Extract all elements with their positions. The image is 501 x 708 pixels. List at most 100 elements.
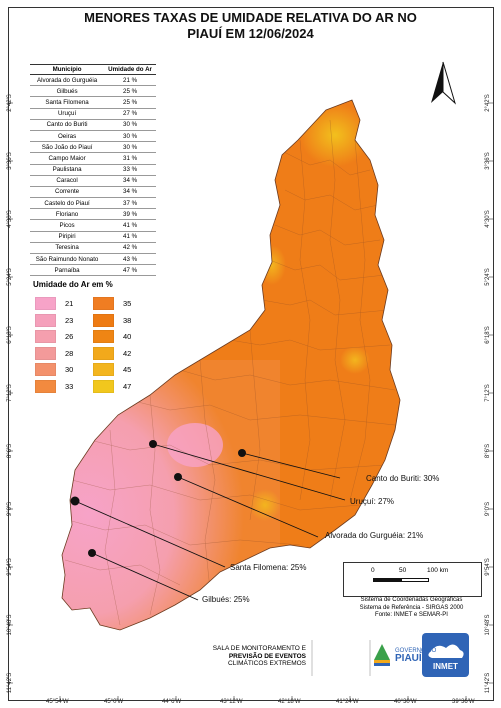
- gov-piaui-text: GOVERNO DO PIAUÍ: [395, 648, 436, 664]
- table-cell-city: Gilbués: [30, 85, 105, 98]
- legend-item: 26: [35, 330, 73, 343]
- marker-gilbues: [88, 549, 96, 557]
- latitude-label: 5°24'S: [485, 268, 491, 286]
- latitude-label: 9°54'S: [7, 558, 13, 576]
- legend-item: 23: [35, 313, 74, 327]
- latitude-label: 4°30'S: [7, 210, 13, 228]
- scale-tick-100: 100 km: [427, 567, 449, 574]
- table-cell-value: 30 %: [104, 119, 156, 131]
- table-row: Castelo do Piauí 37 %: [30, 197, 156, 210]
- table-cell-city: São Raimundo Nonato: [30, 253, 105, 266]
- coordinate-system: Sistema de Coordenadas Geográficas: [360, 597, 463, 603]
- legend-item: 38: [93, 313, 132, 327]
- table-row: Corrente 34 %: [30, 186, 156, 199]
- longitude-label: 44°6'W: [162, 699, 182, 705]
- table-cell-value: 34 %: [104, 175, 156, 187]
- table-cell-city: Floriano: [30, 208, 105, 221]
- table-row: Uruçuí 27 %: [30, 108, 156, 120]
- inmet-label: INMET: [433, 662, 458, 671]
- legend-item: 30: [35, 363, 73, 376]
- legend-label: 33: [65, 381, 74, 391]
- legend-label: 28: [65, 348, 74, 358]
- legend-title: Umidade do Ar em %: [33, 280, 113, 289]
- legend-item: 35: [93, 297, 131, 310]
- longitude-label: 45°54'W: [46, 699, 69, 705]
- humidity-table: Município Umidade do Ar Alvorada do Gurg…: [30, 64, 156, 277]
- table-cell-value: 43 %: [104, 253, 156, 266]
- legend-label: 38: [123, 315, 132, 325]
- scale-segment-2: [401, 578, 429, 582]
- latitude-label: 6°18'S: [485, 326, 491, 344]
- table-row: Campo Maior 31 %: [30, 152, 156, 165]
- legend-label: 23: [65, 315, 74, 325]
- latitude-label: 2°42'S: [7, 94, 13, 112]
- table-row: Canto do Buriti 30 %: [30, 119, 156, 131]
- map-title: MENORES TAXAS DE UMIDADE RELATIVA DO AR …: [20, 10, 481, 42]
- piaui-gov-logo: [374, 644, 390, 660]
- scale-bar-box: 0 50 100 km: [343, 562, 482, 597]
- table-row: São Raimundo Nonato 43 %: [30, 253, 156, 266]
- table-cell-city: Parnaíba: [30, 264, 105, 277]
- latitude-label: 3°36'S: [7, 152, 13, 170]
- lowest-humidity-core: [167, 423, 223, 467]
- legend-label: 35: [123, 299, 132, 308]
- latitude-label: 8°6'S: [485, 443, 491, 459]
- table-cell-value: 25 %: [104, 96, 156, 109]
- latitude-label: 7°12'S: [485, 384, 491, 402]
- table-cell-city: Uruçuí: [30, 108, 105, 120]
- legend-item: 45: [93, 363, 131, 376]
- graticule-ticks: [8, 102, 494, 701]
- city-label-urucui: Uruçuí: 27%: [350, 497, 395, 506]
- table-row: Floriano 39 %: [30, 208, 156, 221]
- leader-gilbues: [91, 552, 199, 601]
- table-cell-city: Alvorada do Gurguéia: [30, 74, 105, 87]
- latitude-label: 7°12'S: [7, 384, 13, 402]
- latitude-label: 6°18'S: [7, 326, 13, 344]
- footer-logos: [311, 633, 469, 677]
- table-row: Santa Filomena 25 %: [30, 96, 156, 109]
- legend-item: 40: [93, 330, 131, 343]
- legend-label: 40: [123, 332, 132, 341]
- latitude-label: 5°24'S: [7, 268, 13, 286]
- table-row: Piripiri 41 %: [30, 231, 156, 243]
- legend-label: 47: [123, 381, 132, 391]
- table-cell-value: 41 %: [104, 231, 156, 243]
- legend-label: 42: [123, 348, 132, 358]
- city-label-gilbues: Gilbués: 25%: [202, 595, 250, 604]
- sala-monitoramento-text: SALA DE MONITORAMENTO E PREVISÃO DE EVEN…: [206, 645, 306, 668]
- latitude-label: 9°0'S: [7, 501, 13, 517]
- legend-swatch: [93, 297, 114, 310]
- latitude-label: 9°0'S: [485, 501, 491, 517]
- map-frame: [8, 7, 494, 701]
- scale-tick-50: 50: [399, 567, 407, 574]
- table-cell-city: Oeiras: [30, 130, 105, 143]
- latitude-label: 3°36'S: [485, 152, 491, 170]
- legend-swatch: [35, 379, 56, 393]
- latitude-label: 2°42'S: [485, 94, 491, 112]
- table-row: Alvorada do Gurguéia 21 %: [30, 74, 156, 87]
- table-cell-city: Castelo do Piauí: [30, 197, 105, 210]
- table-header-row: Município Umidade do Ar: [30, 64, 156, 75]
- table-cell-city: São João do Piauí: [30, 141, 105, 154]
- table-cell-value: 34 %: [104, 186, 156, 199]
- table-row: Paulistana 33 %: [30, 164, 156, 176]
- title-line-1: MENORES TAXAS DE UMIDADE RELATIVA DO AR …: [84, 10, 417, 25]
- table-cell-city: Piripiri: [30, 231, 105, 243]
- title-line-2: PIAUÍ EM 12/06/2024: [187, 26, 314, 41]
- table-header-city: Município: [30, 64, 105, 75]
- legend-item: 47: [93, 379, 132, 393]
- table-cell-value: 42 %: [104, 242, 156, 255]
- table-cell-city: Paulistana: [30, 164, 105, 176]
- scale-segment-1: [373, 578, 401, 582]
- table-cell-value: 47 %: [104, 264, 156, 277]
- legend-swatch: [35, 313, 56, 327]
- table-row: Gilbués 25 %: [30, 85, 156, 98]
- high-humidity-zone-east: [340, 346, 370, 374]
- marker-urucui: [149, 440, 157, 448]
- table-row: Picos 41 %: [30, 219, 156, 232]
- city-label-santa-filomena: Santa Filomena: 25%: [230, 563, 307, 572]
- leader-canto: [241, 452, 341, 479]
- longitude-label: 43°12'W: [220, 699, 243, 705]
- legend-swatch: [35, 297, 56, 310]
- scale-tick-0: 0: [371, 567, 375, 574]
